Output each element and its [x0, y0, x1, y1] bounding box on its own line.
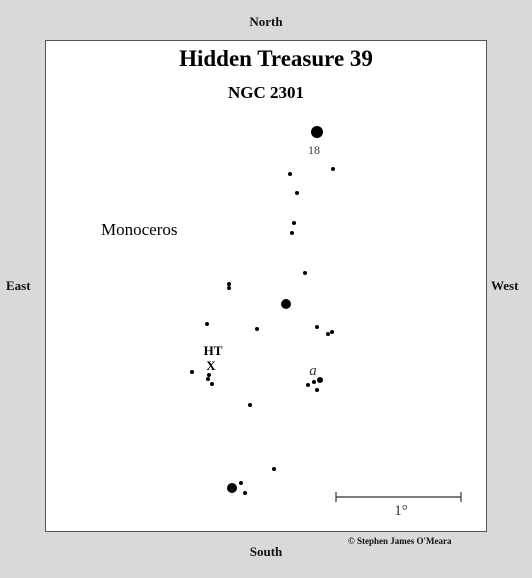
scale-label: 1° — [394, 503, 408, 519]
star-18-label: 18 — [308, 143, 320, 157]
star — [243, 491, 247, 495]
star-field: Hidden Treasure 39 NGC 2301 Monoceros 18… — [101, 46, 462, 519]
star — [206, 377, 210, 381]
star — [303, 271, 307, 275]
star — [190, 370, 194, 374]
star — [326, 332, 330, 336]
star — [288, 172, 292, 176]
star — [290, 231, 294, 235]
scale-bar — [335, 492, 462, 502]
star — [272, 467, 276, 471]
star — [312, 380, 316, 384]
star-18 — [311, 126, 323, 138]
constellation-label: Monoceros — [101, 220, 177, 239]
star — [281, 299, 291, 309]
star — [306, 383, 310, 387]
north-label: North — [249, 14, 283, 29]
star — [315, 325, 319, 329]
target-marker-ht: HT — [204, 343, 223, 358]
alpha-label: a — [309, 363, 317, 379]
south-label: South — [249, 544, 283, 559]
copyright-credit: © Stephen James O'Meara — [348, 536, 452, 546]
star — [292, 221, 296, 225]
star — [239, 481, 243, 485]
east-label: East — [6, 278, 31, 293]
west-label: West — [491, 278, 519, 293]
target-marker-x: X — [206, 358, 216, 373]
star-chart: Hidden Treasure 39 NGC 2301 Monoceros 18… — [45, 40, 487, 532]
star — [331, 167, 335, 171]
star — [205, 322, 209, 326]
star — [315, 388, 319, 392]
chart-title: Hidden Treasure 39 — [179, 46, 373, 71]
chart-subtitle: NGC 2301 — [228, 83, 304, 102]
star — [227, 286, 231, 290]
star — [317, 377, 323, 383]
star — [227, 483, 237, 493]
star — [227, 282, 231, 286]
star — [210, 382, 214, 386]
star — [330, 330, 334, 334]
star — [248, 403, 252, 407]
star — [295, 191, 299, 195]
star — [207, 373, 211, 377]
star — [255, 327, 259, 331]
